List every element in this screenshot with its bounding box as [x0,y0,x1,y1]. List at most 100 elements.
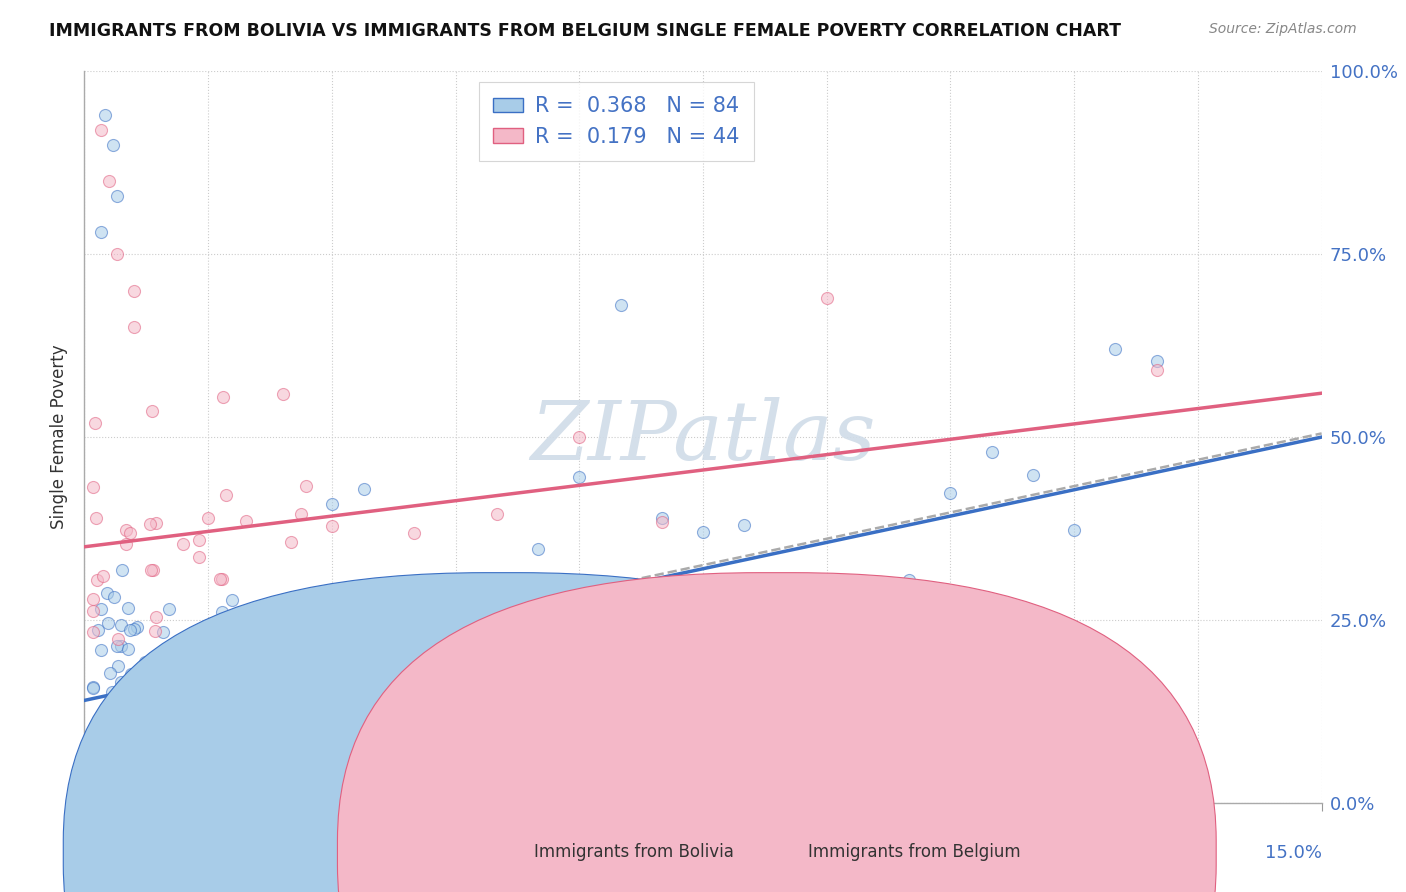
Point [125,776,148,790]
Point [162,723,184,738]
Point [212,390,235,404]
Point [118,526,141,541]
Point [280,673,302,688]
Point [86,755,108,769]
Point [82,480,104,494]
Point [111,756,134,771]
Point [198,674,221,689]
Text: Immigrants from Bolivia: Immigrants from Bolivia [534,843,734,861]
Point [86,573,108,587]
Point [1104,342,1126,356]
Point [1063,523,1085,537]
Text: 0.0%: 0.0% [84,845,129,863]
Y-axis label: Single Female Poverty: Single Female Poverty [51,345,69,529]
Point [568,470,591,484]
Point [120,624,142,638]
Point [121,667,143,681]
Point [609,599,631,613]
Point [117,642,139,657]
Point [82,592,104,607]
Point [692,525,714,540]
Point [609,298,631,312]
Point [110,563,132,577]
Point [82,681,104,695]
Point [143,624,166,638]
Point [898,573,921,587]
Point [733,518,755,533]
Point [93,789,115,803]
Point [118,674,141,689]
Point [98,762,121,776]
Point [280,535,302,549]
Point [111,756,134,770]
Point [134,656,156,670]
Point [404,525,426,540]
Point [105,188,128,202]
Point [127,619,149,633]
Point [90,602,112,616]
Point [105,639,128,653]
Point [187,550,209,565]
Text: Source: ZipAtlas.com: Source: ZipAtlas.com [1209,22,1357,37]
Point [221,593,243,607]
Point [290,508,312,522]
Point [105,247,128,261]
Point [101,685,124,699]
Point [980,444,1002,458]
Point [82,772,104,786]
Point [96,586,118,600]
Point [114,537,136,551]
Point [82,604,104,618]
Point [271,387,294,401]
Point [353,482,375,496]
Point [939,485,962,500]
Point [651,516,673,530]
Point [157,602,180,616]
Point [103,590,125,604]
Point [145,610,167,624]
Point [96,706,118,721]
Point [145,516,167,530]
Point [138,743,160,757]
Point [157,721,180,735]
Point [136,678,159,692]
Point [321,518,343,533]
Point [110,675,132,690]
Point [110,639,132,653]
Point [188,533,211,547]
Point [1146,354,1168,368]
Point [103,137,125,152]
Point [139,517,162,532]
Point [84,416,107,430]
Text: 15.0%: 15.0% [1264,845,1322,863]
Point [211,572,233,586]
Point [121,684,143,698]
Point [124,789,146,803]
Point [149,648,172,662]
Point [91,569,114,583]
Point [84,511,107,525]
Point [238,758,260,772]
Point [117,601,139,615]
Point [485,507,508,521]
Point [110,618,132,632]
Point [101,713,124,727]
Point [815,291,838,305]
Point [125,758,148,772]
Point [82,680,104,694]
Point [107,658,129,673]
Point [135,774,157,789]
Point [651,511,673,525]
Point [211,605,233,619]
Point [197,510,219,524]
Point [159,689,181,703]
Point [856,607,879,621]
Point [149,755,172,769]
Point [122,284,145,298]
Point [107,632,129,646]
Point [235,514,257,528]
Point [188,778,211,792]
Point [321,497,343,511]
Point [215,487,238,501]
Point [94,108,117,122]
